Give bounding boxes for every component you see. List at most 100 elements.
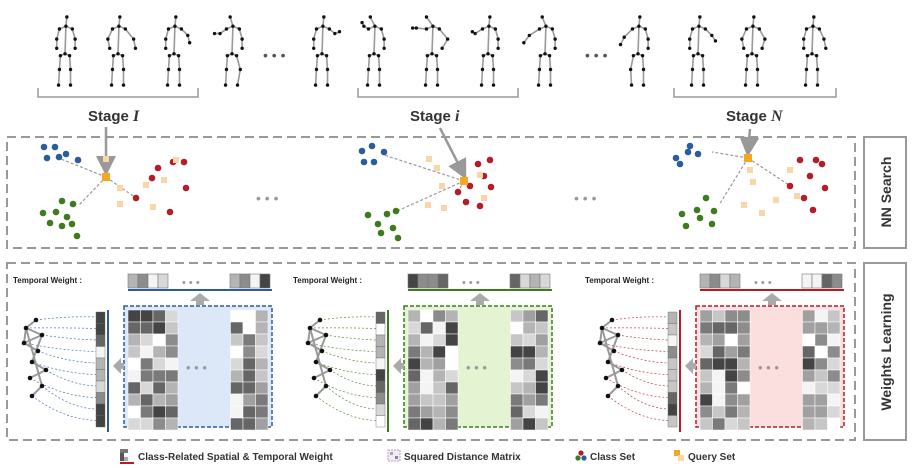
skeleton-joint: [327, 27, 332, 31]
skeleton-joint: [118, 15, 122, 19]
query-point: [434, 165, 440, 171]
joint-connector: [31, 361, 97, 375]
class-point-red: [796, 156, 804, 164]
skeleton-joint: [689, 83, 694, 87]
skeleton-bone: [805, 55, 809, 70]
matrix-cell: [699, 345, 713, 359]
skeleton-joint: [377, 83, 382, 87]
skeleton-joint: [703, 27, 708, 31]
block-joint: [307, 325, 313, 331]
skeleton-joint: [822, 37, 826, 41]
skeleton-joint: [487, 24, 491, 28]
skeleton-joint: [744, 27, 749, 31]
skeleton-joint: [755, 67, 760, 72]
skeleton-joint: [479, 83, 484, 87]
block-bone: [601, 327, 619, 336]
skeleton-joint: [618, 42, 623, 47]
matrix-cell: [535, 417, 549, 431]
matrix-cell: [255, 405, 269, 419]
matrix-cell: [827, 309, 841, 323]
class-point-green: [68, 220, 76, 228]
class-set-icon: [575, 450, 587, 461]
skeleton-joint: [437, 27, 442, 31]
skeleton-joint: [544, 24, 548, 28]
legend: Class-Related Spatial & Temporal Weight …: [120, 449, 736, 464]
matrix-cell: [127, 405, 141, 419]
class-point-red: [180, 158, 188, 166]
skeleton-figure: [802, 15, 828, 87]
block-joint: [327, 367, 333, 373]
block-bone: [315, 361, 331, 371]
nn-link: [78, 176, 107, 206]
stage-label-1: Stage I: [88, 108, 140, 125]
matrix-cell: [737, 309, 751, 323]
class-point-red: [182, 184, 190, 192]
nn-link: [394, 180, 465, 213]
matrix-cell: [724, 405, 738, 419]
matrix-cell: [230, 357, 244, 371]
skeleton-bone: [741, 28, 748, 40]
nn-search-panel: [6, 136, 856, 249]
block-joint: [29, 359, 35, 365]
skeleton-joint: [55, 46, 59, 50]
skeleton-joint: [174, 15, 178, 19]
matrix-cell: [802, 345, 816, 359]
block-bone: [607, 361, 623, 371]
matrix-cell: [737, 405, 751, 419]
skeleton-joint: [688, 46, 692, 50]
matrix-cell: [445, 417, 459, 431]
skeleton-joint: [106, 37, 110, 41]
temporal-weight-cell: [147, 273, 159, 289]
matrix-cell: [827, 393, 841, 407]
spatial-weight-cell: [667, 415, 678, 428]
skeleton-joint: [493, 27, 498, 31]
class-point-green: [63, 213, 71, 221]
matrix-cell: [230, 309, 244, 323]
skeleton-bone: [107, 28, 114, 40]
spatial-weight-cell: [667, 392, 678, 405]
matrix-cell: [152, 345, 166, 359]
matrix-cell: [827, 357, 841, 371]
spatial-weight-cell: [667, 380, 678, 393]
joint-connector: [621, 369, 669, 387]
temporal-weight-cell: [709, 273, 721, 289]
class-point-blue: [676, 160, 684, 168]
matrix-cell: [699, 309, 713, 323]
temporal-weight-cell: [719, 273, 731, 289]
query-point: [103, 156, 109, 162]
matrix-ellipsis: • • •: [758, 360, 779, 375]
spatial-weight-cell: [667, 311, 678, 324]
skeleton-joint: [218, 31, 222, 36]
weights-learning-panel: [6, 262, 856, 441]
joint-connector: [41, 334, 97, 341]
matrix-cell: [510, 393, 524, 407]
matrix-cell: [152, 333, 166, 347]
matrix-ellipsis: • • •: [466, 360, 487, 375]
joint-connector: [319, 316, 377, 321]
block-joint: [311, 375, 317, 381]
class-point-red: [806, 172, 814, 180]
temporal-weight-cell: [529, 273, 541, 289]
skeleton-figure: [410, 15, 450, 87]
matrix-cell: [445, 333, 459, 347]
class-point-blue: [694, 150, 702, 158]
matrix-cell: [724, 309, 738, 323]
skeleton-joint: [224, 67, 229, 72]
matrix-cell: [724, 333, 738, 347]
block-skeleton: [21, 317, 49, 399]
matrix-cell: [420, 345, 434, 359]
matrix-cell: [230, 381, 244, 395]
block-bone: [599, 334, 619, 344]
skeleton-joint: [382, 46, 386, 50]
matrix-cell: [242, 405, 256, 419]
spatial-weight-cell: [375, 415, 386, 428]
skeleton-joint: [424, 15, 429, 19]
matrix-cell: [432, 309, 446, 323]
matrix-cell: [140, 345, 154, 359]
scatter-plots: [39, 127, 829, 242]
skeleton-joint: [631, 53, 636, 58]
skeleton-bone: [425, 55, 429, 70]
skeleton-joint: [109, 83, 114, 87]
matrix-cell: [522, 333, 536, 347]
skeleton-figure: [618, 15, 650, 87]
